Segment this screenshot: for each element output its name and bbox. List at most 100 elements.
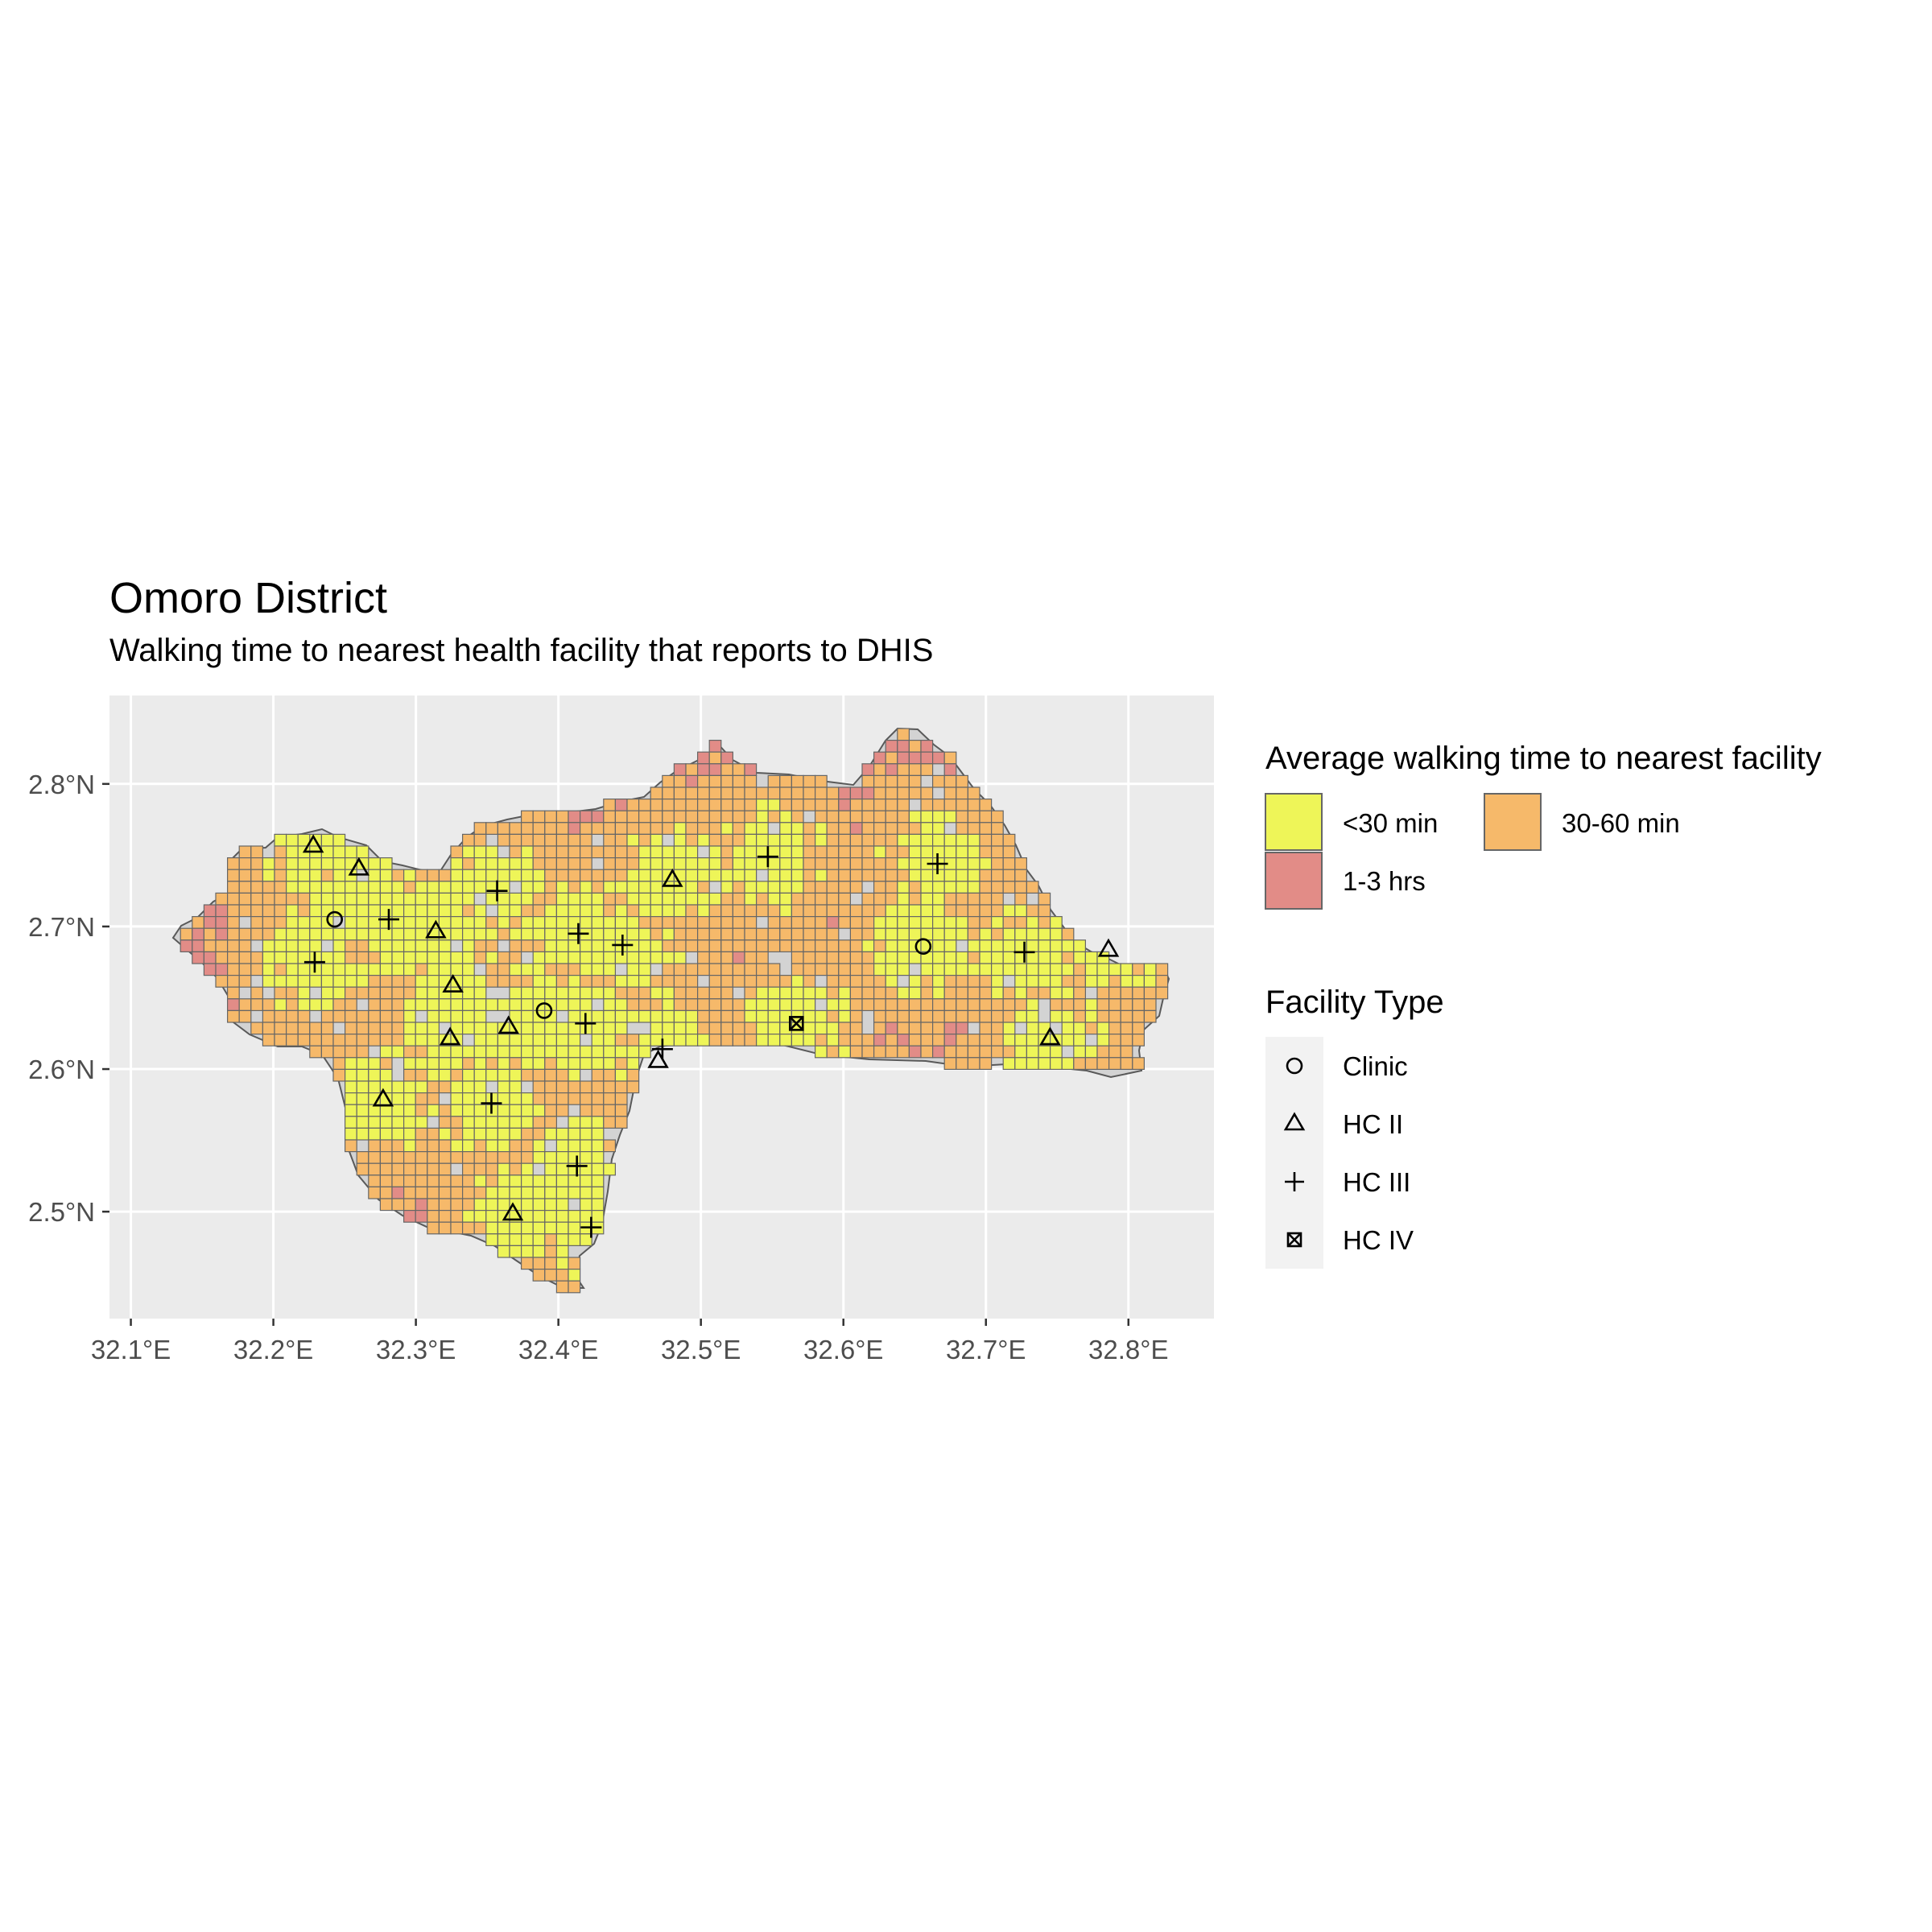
grid-cell (215, 974, 229, 988)
grid-cell (708, 845, 722, 859)
grid-cell (885, 822, 898, 835)
grid-cell (614, 1009, 628, 1023)
grid-cell (579, 1174, 592, 1188)
grid-cell (814, 1045, 828, 1059)
grid-cell (920, 786, 934, 800)
grid-cell (450, 915, 464, 929)
grid-cell (755, 857, 769, 870)
grid-cell (438, 1209, 452, 1223)
grid-cell (956, 927, 969, 941)
grid-cell (908, 1033, 922, 1046)
grid-cell (979, 1033, 993, 1046)
grid-cell (461, 986, 475, 1000)
grid-cell (509, 1033, 522, 1046)
grid-cell (1038, 892, 1051, 906)
grid-cell (345, 1092, 357, 1105)
grid-cell (473, 998, 487, 1012)
grid-cell (603, 869, 616, 882)
grid-cell (568, 833, 581, 847)
grid-cell (603, 986, 616, 1000)
grid-cell (956, 974, 969, 988)
grid-cell (685, 763, 699, 776)
grid-cell (427, 1009, 440, 1023)
grid-cell (520, 810, 534, 824)
grid-cell (897, 1045, 910, 1059)
grid-cell (885, 927, 898, 941)
grid-cell (461, 1139, 475, 1153)
grid-cell (1014, 857, 1028, 870)
grid-cell (638, 963, 651, 976)
grid-cell (509, 974, 522, 988)
grid-cell (779, 986, 792, 1000)
grid-cell (238, 892, 252, 906)
grid-cell (708, 998, 722, 1012)
grid-cell (873, 915, 886, 929)
grid-cell (438, 1198, 452, 1212)
walking-time-legend: Average walking time to nearest facility… (1265, 741, 1822, 910)
grid-cell (555, 1033, 569, 1046)
grid-cell (262, 998, 275, 1012)
grid-cell (943, 845, 957, 859)
grid-cell (967, 1033, 980, 1046)
grid-cell (1155, 974, 1169, 988)
grid-cell (345, 974, 357, 988)
grid-cell (568, 974, 581, 988)
grid-cell (779, 845, 792, 859)
grid-cell (1132, 1057, 1146, 1071)
grid-cell (873, 1045, 886, 1059)
grid-cell (403, 904, 416, 918)
grid-cell (685, 845, 699, 859)
grid-cell (920, 763, 934, 776)
grid-cell (379, 939, 393, 953)
grid-cell (849, 927, 863, 941)
grid-cell (826, 915, 840, 929)
grid-cell (274, 1009, 287, 1023)
grid-cell (332, 998, 346, 1012)
legend-hc3-icon (1285, 1172, 1304, 1191)
grid-cell (849, 1033, 863, 1046)
grid-cell (192, 915, 205, 929)
grid-cell (345, 1104, 357, 1117)
grid-cell (403, 974, 416, 988)
grid-cell (427, 1150, 440, 1164)
grid-cell (215, 892, 229, 906)
grid-cell (673, 786, 687, 800)
grid-cell (732, 1033, 745, 1046)
grid-cell (427, 1080, 440, 1094)
grid-cell (708, 951, 722, 964)
grid-cell (320, 857, 334, 870)
grid-cell (473, 881, 487, 894)
x-tick-label: 32.8°E (1088, 1335, 1168, 1364)
grid-cell (814, 810, 828, 824)
grid-cell (391, 1092, 405, 1105)
grid-cell (579, 951, 592, 964)
grid-cell (544, 1068, 557, 1082)
grid-cell (227, 927, 240, 941)
grid-cell (309, 974, 322, 988)
grid-cell (579, 974, 592, 988)
grid-cell (391, 1080, 405, 1094)
grid-cell (1061, 927, 1075, 941)
grid-cell (861, 963, 875, 976)
grid-cell (685, 881, 699, 894)
grid-cell (931, 904, 945, 918)
grid-cell (1061, 1033, 1075, 1046)
grid-cell (720, 810, 733, 824)
grid-cell (1002, 986, 1016, 1000)
grid-cell (532, 1139, 546, 1153)
grid-cell (791, 998, 804, 1012)
grid-cell (873, 857, 886, 870)
grid-cell (238, 927, 252, 941)
grid-cell (368, 1127, 381, 1141)
grid-cell (897, 915, 910, 929)
grid-cell (356, 892, 369, 906)
grid-cell (956, 833, 969, 847)
grid-cell (215, 963, 229, 976)
grid-cell (1120, 1022, 1133, 1035)
grid-cell (403, 1080, 416, 1094)
grid-cell (274, 974, 287, 988)
grid-cell (497, 1080, 510, 1094)
grid-cell (603, 1045, 616, 1059)
grid-cell (368, 1150, 381, 1164)
grid-cell (897, 1022, 910, 1035)
